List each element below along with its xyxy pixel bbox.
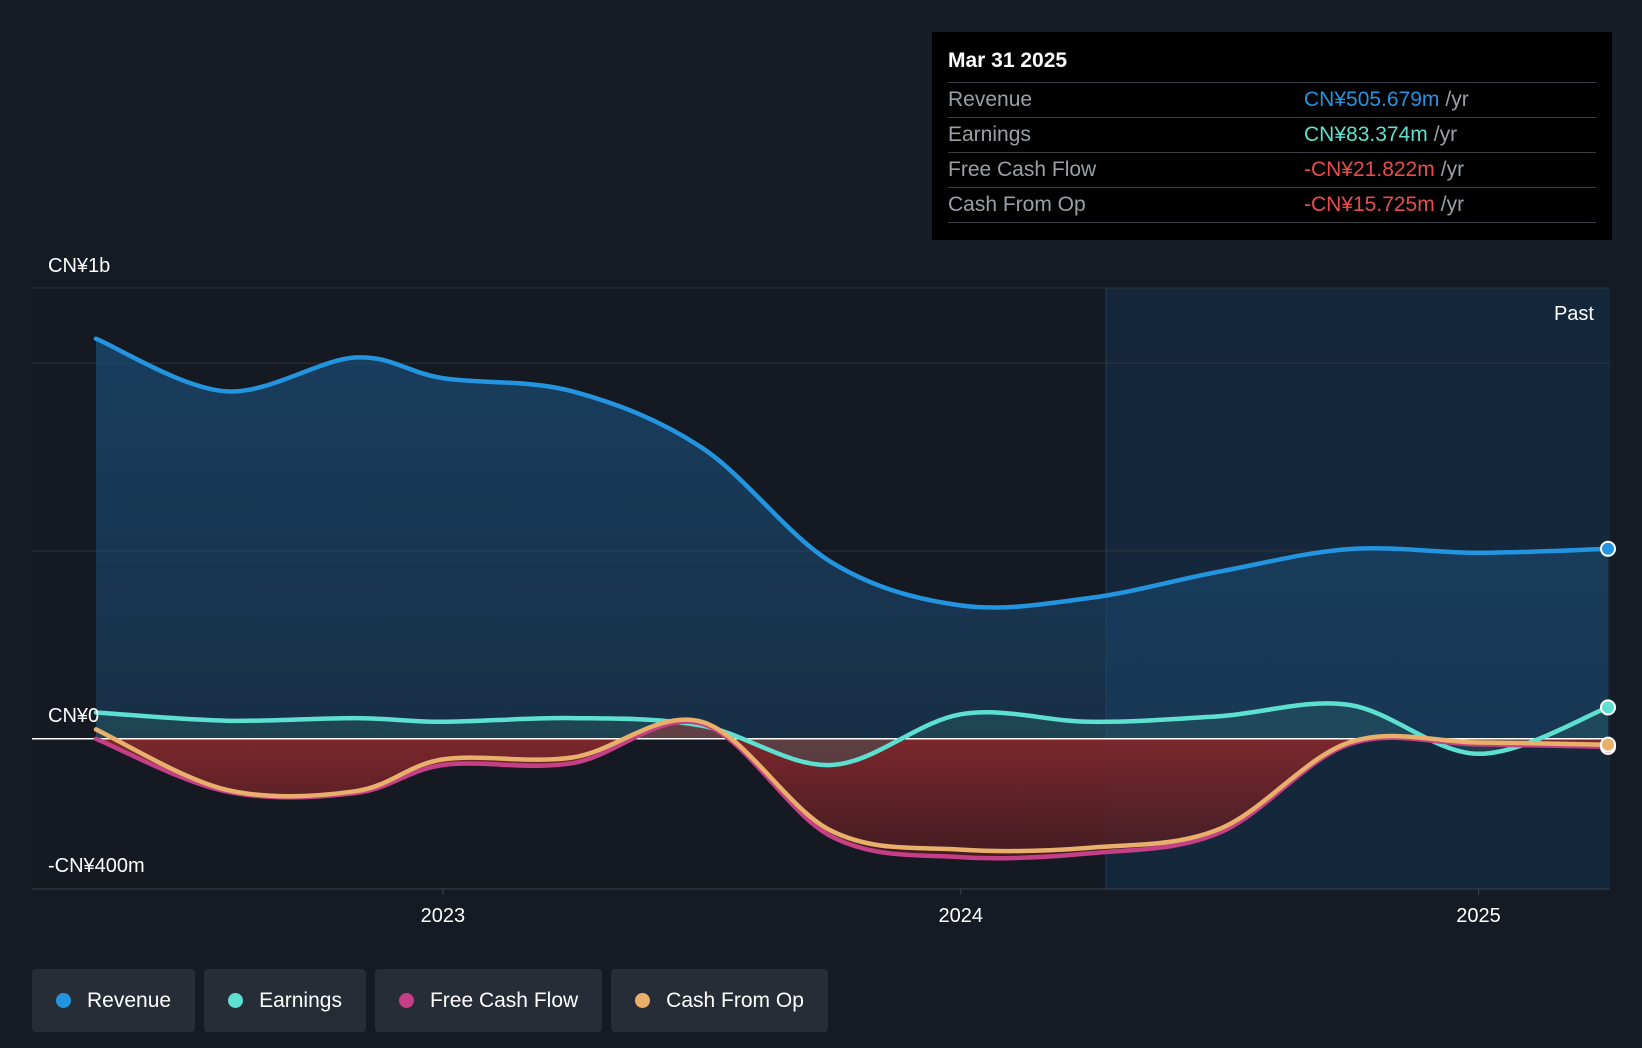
y-axis-label-top: CN¥1b <box>48 255 110 277</box>
revenue-area <box>96 338 1608 739</box>
tooltip-label: Earnings <box>948 123 1031 146</box>
legend-dot-icon <box>398 993 414 1008</box>
tooltip-panel: Mar 31 2025 Revenue CN¥505.679m/yr Earni… <box>932 32 1612 240</box>
legend-dot-icon <box>56 993 71 1008</box>
revenue-end-marker <box>1600 540 1616 557</box>
legend-label: Revenue <box>87 988 172 1012</box>
y-axis-label-bottom: -CN¥400m <box>48 855 145 877</box>
legend-item-free-cash-flow[interactable]: Free Cash Flow <box>374 969 603 1032</box>
legend-item-revenue[interactable]: Revenue <box>32 969 196 1032</box>
tooltip-row-free-cash-flow: Free Cash Flow -CN¥21.822m/yr <box>948 153 1596 188</box>
revenue-line <box>93 336 1610 610</box>
legend-label: Free Cash Flow <box>429 988 579 1012</box>
legend-dot-icon <box>635 993 651 1008</box>
tooltip-value: -CN¥21.822m/yr <box>1304 158 1465 181</box>
tooltip-label: Revenue <box>948 88 1033 111</box>
earnings-end-marker <box>1600 699 1616 716</box>
tooltip-date: Mar 31 2025 <box>948 46 1596 83</box>
x-tick-label: 2023 <box>421 905 466 927</box>
cash-from-op-end-marker <box>1600 736 1616 753</box>
legend-item-earnings[interactable]: Earnings <box>204 969 366 1032</box>
x-tick-label: 2025 <box>1456 905 1501 927</box>
legend-dot-icon <box>228 993 244 1008</box>
tooltip-row-earnings: Earnings CN¥83.374m/yr <box>948 118 1596 153</box>
x-tick-label: 2024 <box>938 905 983 927</box>
tooltip-value: CN¥83.374m/yr <box>1304 123 1458 146</box>
tooltip-label: Free Cash Flow <box>948 158 1097 181</box>
legend-label: Cash From Op <box>666 988 804 1012</box>
tooltip-value: CN¥505.679m/yr <box>1304 88 1469 111</box>
earnings-line <box>93 701 1610 768</box>
tooltip-label: Cash From Op <box>948 193 1086 216</box>
tooltip-row-cash-from-op: Cash From Op -CN¥15.725m/yr <box>948 188 1596 223</box>
tooltip-row-revenue: Revenue CN¥505.679m/yr <box>948 83 1596 118</box>
tooltip-value: -CN¥15.725m/yr <box>1304 193 1465 216</box>
past-label: Past <box>1554 303 1594 325</box>
earnings-area <box>96 703 1608 766</box>
cash-from-op-line <box>93 717 1610 854</box>
chart-legend: Revenue Earnings Free Cash Flow Cash Fro… <box>32 969 828 1032</box>
y-axis-label-zero: CN¥0 <box>48 705 99 727</box>
legend-label: Earnings <box>259 988 342 1012</box>
legend-item-cash-from-op[interactable]: Cash From Op <box>611 969 828 1032</box>
